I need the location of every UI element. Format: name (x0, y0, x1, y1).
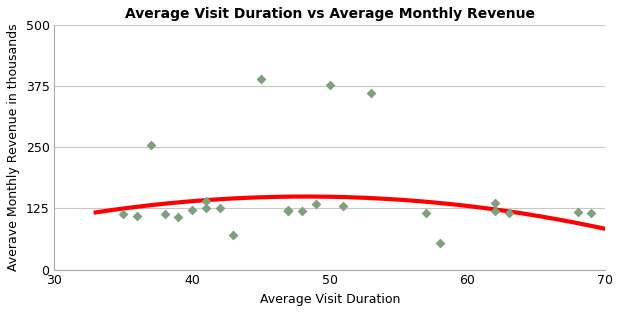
Point (174, 214, 184, 219)
Point (283, 209, 293, 214)
Point (572, 209, 582, 214)
Point (311, 201, 321, 206)
Point (118, 212, 128, 217)
Point (132, 213, 142, 218)
Point (435, 240, 445, 245)
Point (325, 82, 335, 87)
Point (490, 208, 500, 213)
Point (256, 76, 266, 81)
Y-axis label: Averave Monthly Revenue in thousands: Averave Monthly Revenue in thousands (7, 23, 20, 271)
Point (366, 91, 376, 96)
Point (201, 206, 211, 211)
Point (215, 205, 224, 210)
Point (297, 208, 307, 213)
Point (228, 233, 238, 238)
Point (283, 208, 293, 213)
X-axis label: Average Visit Duration: Average Visit Duration (260, 293, 400, 306)
Point (146, 142, 156, 147)
Point (201, 199, 211, 204)
Point (421, 211, 431, 216)
Title: Average Visit Duration vs Average Monthly Revenue: Average Visit Duration vs Average Monthl… (125, 7, 534, 21)
Point (587, 210, 596, 215)
Point (187, 208, 197, 213)
Point (339, 203, 348, 208)
Point (159, 212, 169, 217)
Point (503, 211, 513, 216)
Point (490, 201, 500, 206)
